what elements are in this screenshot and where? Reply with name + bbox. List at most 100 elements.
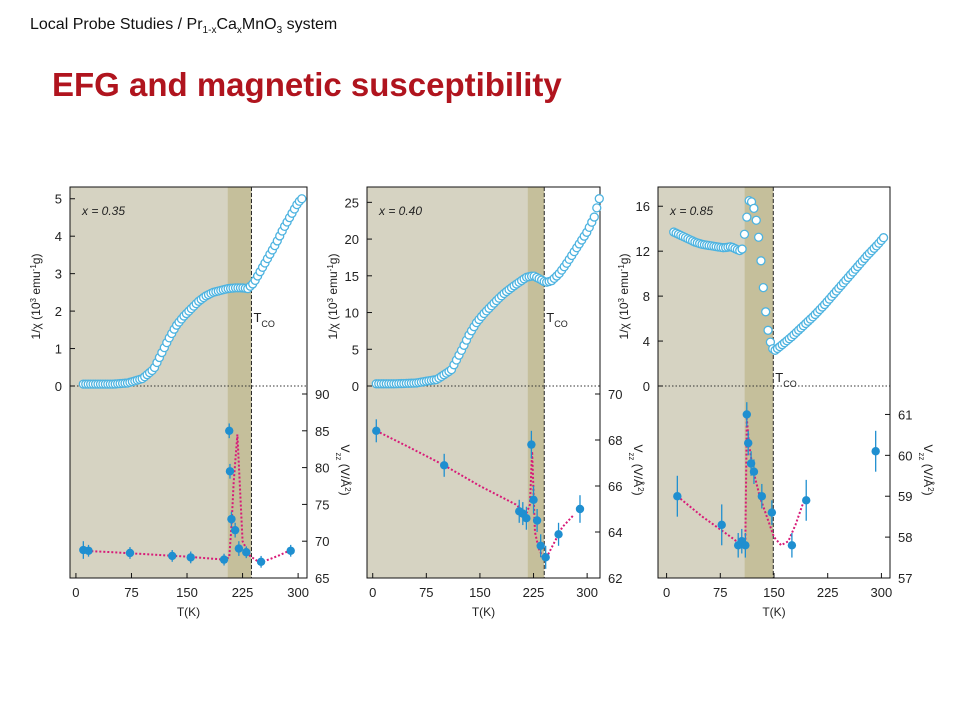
x-tick-label: 300 [871,585,893,600]
y-tick-label-bottom: 85 [315,424,329,439]
susceptibility-point [749,203,759,213]
x-tick-label: 300 [287,585,309,600]
susceptibility-point [589,212,599,222]
susceptibility-point [878,233,889,243]
y-tick-label-bottom: 58 [898,530,912,545]
efg-point [186,553,195,562]
efg-point [741,541,750,550]
efg-fit-curve [676,418,808,547]
efg-point [219,555,229,564]
x-axis-title: T(K) [762,605,785,619]
y-tick-label-bottom: 60 [898,448,912,463]
susceptibility-point [761,307,771,317]
efg-point [168,551,177,561]
x-tick-label: 300 [576,585,598,600]
y-tick-label-top: 0 [352,379,359,394]
efg-point [749,467,759,476]
x-tick-label: 75 [124,585,138,600]
x-tick-label: 75 [419,585,433,600]
y-tick-label-top: 5 [55,192,62,207]
x-tick-label: 225 [523,585,545,600]
susceptibility-point [742,212,752,222]
efg-point [742,410,751,419]
y-tick-label-top: 5 [352,342,359,357]
efg-point [125,548,135,558]
x-tick-label: 150 [176,585,198,600]
susceptibility-point [753,232,764,242]
efg-point [746,459,756,468]
breadcrumb-text: system [282,16,338,33]
chart-panel-2: 0 75 150 225 300 T(K) 0 5 10 15 20 25 1/χ (103 emu-1… [326,186,647,619]
breadcrumb-text: MnO [241,16,277,33]
susceptibility-point [737,244,747,254]
x-tick-label: 225 [232,585,254,600]
breadcrumb: Local Probe Studies / Pr1-xCaxMnO3 syste… [30,16,337,36]
efg-point [575,504,585,514]
panel-label: x = 0.35 [81,204,125,218]
efg-point [802,496,811,505]
x-tick-label: 0 [663,585,670,600]
y-tick-label-bottom: 61 [898,407,912,422]
efg-point [536,541,545,550]
susceptibility-point [297,194,307,204]
efg-point [787,541,797,550]
x-tick-label: 0 [369,585,376,600]
y-tick-label-bottom: 64 [608,525,622,540]
efg-point [372,426,381,435]
efg-point [227,514,236,524]
x-tick-label: 225 [817,585,839,600]
susceptibility-point [592,203,602,213]
y-axis-title-bottom: Vzz (V/Å2) [335,444,354,495]
efg-point [757,492,767,501]
y-tick-label-bottom: 68 [608,433,622,448]
x-axis-title: T(K) [472,605,495,619]
y-tick-label-top: 15 [345,269,359,284]
susceptibility-point [763,325,773,335]
panel-label: x = 0.85 [669,204,713,218]
y-tick-label-top: 20 [345,232,359,247]
efg-point [256,557,266,567]
y-tick-label-bottom: 65 [315,571,329,586]
tco-label: TCO [775,370,796,389]
y-tick-label-top: 25 [345,195,359,210]
efg-point [234,544,244,553]
susceptibility-point [739,229,750,239]
susceptibility-point [758,282,768,293]
x-tick-label: 150 [469,585,491,600]
y-tick-label-top: 3 [55,267,62,282]
efg-point [744,438,753,448]
y-tick-label-bottom: 62 [608,571,622,586]
y-tick-label-bottom: 70 [315,534,329,549]
efg-point [527,440,536,449]
efg-point [532,516,542,525]
efg-point [673,492,682,501]
y-tick-label-bottom: 66 [608,479,622,494]
page-title: EFG and magnetic susceptibility [52,66,562,103]
y-axis-title-bottom: Vzz (V/Å2) [628,444,647,495]
chart-panel-1: 0 75 150 225 300 T(K) 0 1 2 3 4 5 1/χ (103 emu-1g) 65… [29,186,354,619]
efg-point [541,553,550,562]
y-tick-label-top: 8 [643,289,650,304]
efg-point [767,508,777,517]
y-tick-label-top: 1 [55,342,62,357]
efg-point [286,546,295,555]
susceptibility-point [594,194,604,204]
breadcrumb-subscript: 3 [276,25,283,37]
y-tick-label-top: 0 [55,379,62,394]
y-tick-label-bottom: 80 [315,461,329,476]
y-axis-title-top: 1/χ (103 emu-1g) [617,254,632,340]
y-tick-label-top: 0 [643,379,650,394]
efg-point [554,530,563,539]
breadcrumb-subscript: 1-x [202,25,217,37]
y-tick-label-bottom: 90 [315,387,329,402]
y-tick-label-top: 12 [636,244,650,259]
efg-fit-curve [375,429,574,559]
x-tick-label: 150 [763,585,785,600]
x-axis-title: T(K) [177,605,200,619]
efg-point [439,461,449,470]
susceptibility-point [751,215,761,225]
efg-point [529,495,538,504]
efg-point [225,426,234,435]
efg-point [230,525,240,535]
